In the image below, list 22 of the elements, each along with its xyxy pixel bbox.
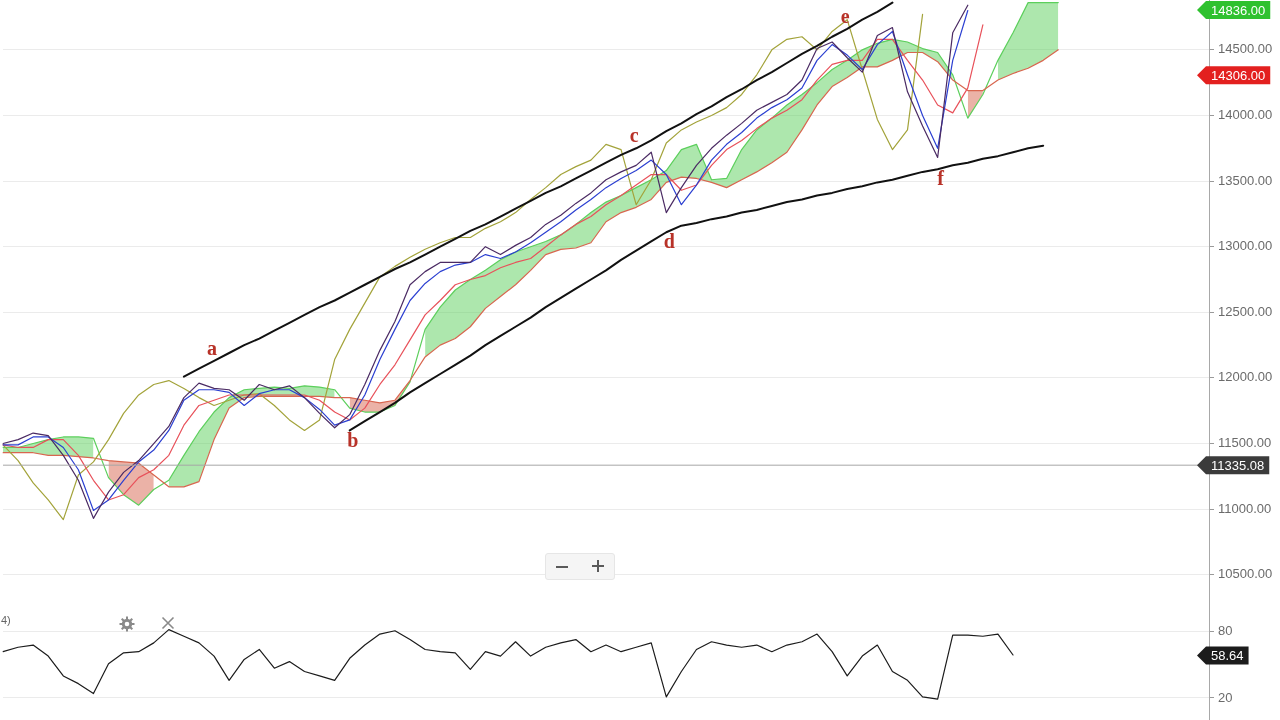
text: 14836.00 bbox=[1211, 2, 1266, 18]
annotation: 4) bbox=[1, 614, 11, 627]
data-label: b bbox=[347, 428, 359, 451]
data-label: c bbox=[629, 124, 639, 147]
y-tick-label: 11000.00 bbox=[1218, 500, 1272, 516]
y-tick-label: 14000.00 bbox=[1218, 107, 1273, 123]
ref-line-label: 11335.08 bbox=[1211, 457, 1265, 473]
y-tick-label: 10500.00 bbox=[1218, 566, 1273, 582]
data-label: f bbox=[937, 167, 945, 190]
data-label: e bbox=[840, 5, 850, 28]
y-tick-label: 20 bbox=[1218, 689, 1233, 705]
y-tick-label: 14500.00 bbox=[1218, 41, 1273, 57]
y-tick-label: 12000.00 bbox=[1218, 369, 1273, 385]
y-tick-label: 11500.00 bbox=[1218, 435, 1272, 451]
y-tick-label: 12500.00 bbox=[1218, 303, 1273, 319]
y-tick-label: 13000.00 bbox=[1218, 238, 1273, 254]
y-tick-label: 80 bbox=[1218, 623, 1233, 639]
text: 14306.00 bbox=[1211, 67, 1266, 83]
data-label: d bbox=[663, 230, 675, 253]
data-label: a bbox=[207, 337, 218, 360]
y-tick-label: 13500.00 bbox=[1218, 172, 1273, 188]
text: 58.64 bbox=[1211, 647, 1244, 663]
